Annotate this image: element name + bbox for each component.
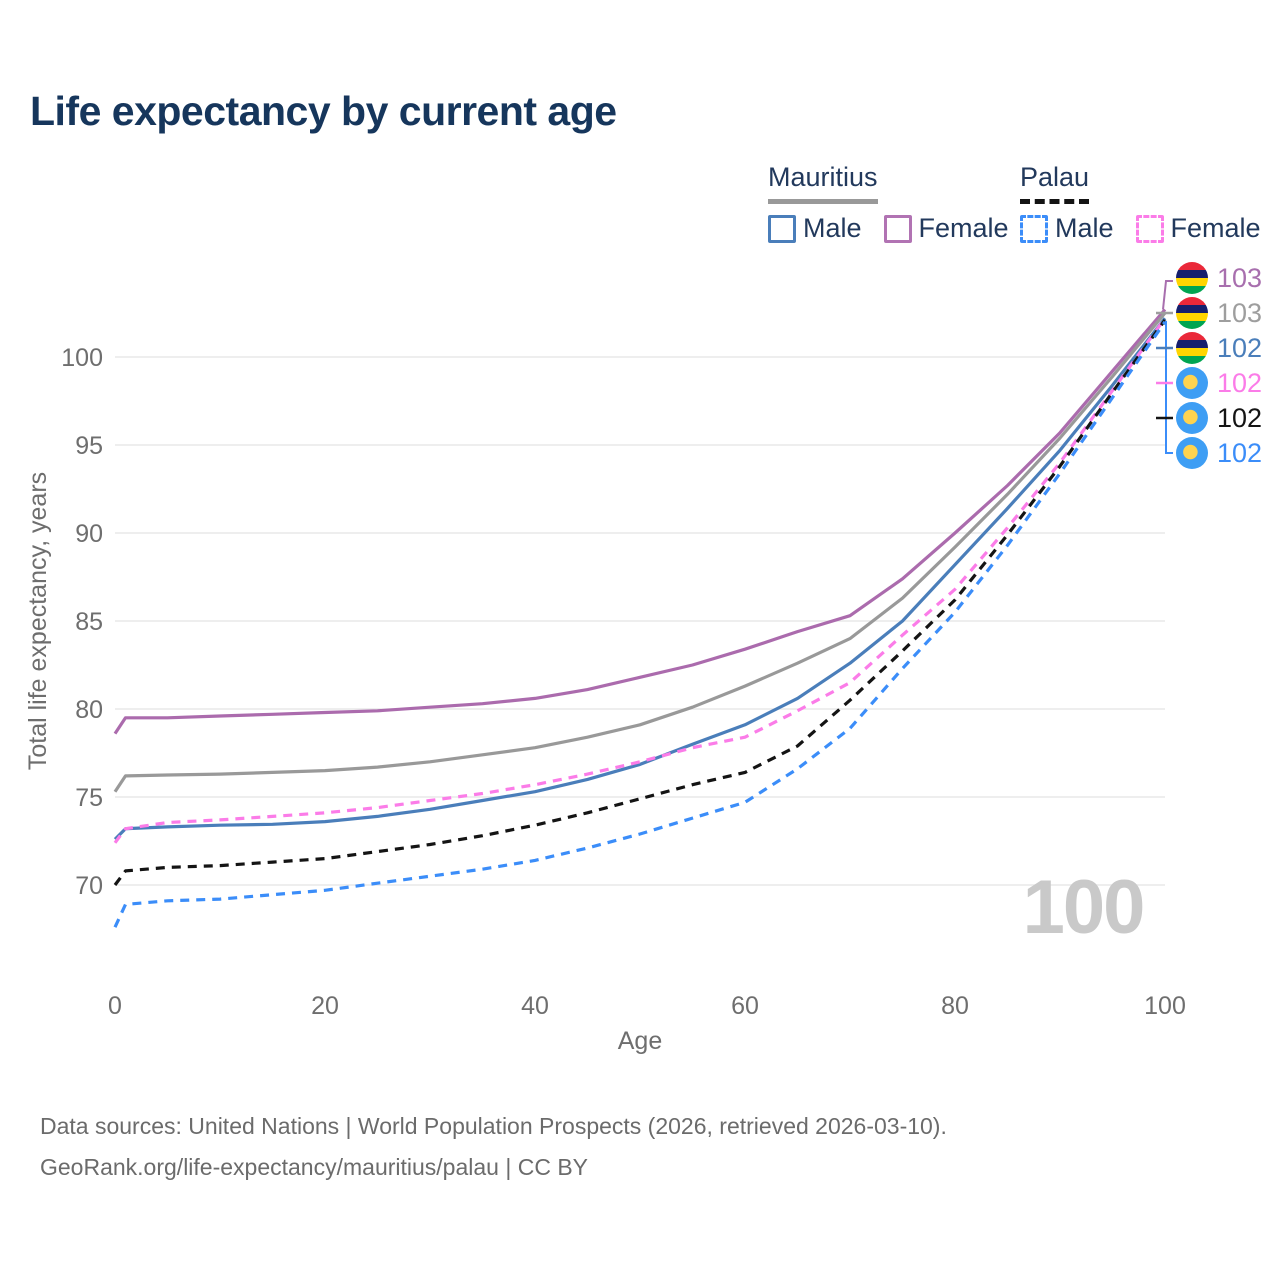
leader-line [1165,320,1173,454]
legend-item-label: Male [1055,213,1114,243]
y-tick-label: 80 [75,696,103,724]
y-tick-label: 90 [75,520,103,548]
y-tick-label: 70 [75,872,103,900]
mauritius-flag-icon [1176,262,1208,294]
y-axis-title: Total life expectancy, years [24,472,52,770]
legend-items-palau: Male Female [1020,213,1261,244]
page-title: Life expectancy by current age [30,88,617,134]
end-label-row-mauritius-0: 103 [1176,262,1262,294]
palau-flag-icon [1176,402,1208,434]
y-tick-label: 85 [75,608,103,636]
legend-item-palau-male[interactable]: Male [1020,213,1114,244]
x-tick-label: 0 [108,992,122,1020]
legend-item-palau-female[interactable]: Female [1135,213,1261,244]
end-label-row-mauritius-1: 103 [1176,297,1262,329]
end-label-row-palau-4: 102 [1176,402,1262,434]
x-tick-label: 100 [1144,992,1186,1020]
end-label-value: 102 [1217,403,1263,433]
leader-line [1162,280,1173,310]
end-label-value: 102 [1217,368,1263,398]
legend-group-mauritius: Mauritius Male Female [768,162,1009,244]
end-label-value: 102 [1217,438,1263,468]
legend-item-label: Male [803,213,862,243]
legend-item-label: Female [918,213,1009,243]
legend-group-palau: Palau Male Female [1020,162,1261,244]
x-tick-label: 40 [521,992,549,1020]
x-axis-title: Age [618,1027,662,1055]
legend-item-mauritius-female[interactable]: Female [883,213,1009,244]
mauritius-flag-icon [1176,297,1208,329]
end-label-value: 102 [1217,333,1263,363]
data-sources-line1: Data sources: United Nations | World Pop… [40,1113,947,1139]
legend-item-label: Female [1170,213,1261,243]
mauritius-flag-icon [1176,332,1208,364]
end-label-value: 103 [1217,298,1263,328]
data-sources: Data sources: United Nations | World Pop… [40,1106,947,1188]
legend-country-palau[interactable]: Palau [1020,162,1090,204]
series-line-mauritius-male [113,317,1167,841]
legend-country-mauritius[interactable]: Mauritius [768,162,878,204]
palau-flag-icon [1176,437,1208,469]
checkbox-icon[interactable] [1020,214,1048,243]
legend-item-mauritius-male[interactable]: Male [768,213,862,244]
x-tick-label: 20 [311,992,339,1020]
x-tick-label: 60 [731,992,759,1020]
data-sources-line2: GeoRank.org/life-expectancy/mauritius/pa… [40,1154,589,1180]
line-chart-canvas: 70 75 80 85 90 95 100 0 20 40 60 80 100 Age Total life… [24,280,1186,1055]
end-label-row-palau-3: 102 [1176,367,1262,399]
end-label-value: 103 [1217,263,1263,293]
end-label-row-mauritius-2: 102 [1176,332,1262,364]
y-tick-label: 100 [61,344,103,372]
series-line-mauritius-female [113,308,1167,735]
x-tick-label: 80 [941,992,969,1020]
y-tick-label: 95 [75,432,103,460]
end-label-row-palau-5: 102 [1176,437,1262,469]
checkbox-icon[interactable] [883,214,912,243]
series-line-palau-male [113,320,1167,928]
palau-flag-icon [1176,367,1208,399]
series-line-mauritius-all [113,311,1167,793]
y-tick-label: 75 [75,784,103,812]
checkbox-icon[interactable] [768,214,796,243]
hover-age-watermark: 100 [1022,865,1146,950]
series-line-palau-female [113,317,1167,844]
checkbox-icon[interactable] [1135,214,1164,243]
series-line-palau-all [113,319,1167,886]
legend-items-mauritius: Male Female [768,213,1009,244]
